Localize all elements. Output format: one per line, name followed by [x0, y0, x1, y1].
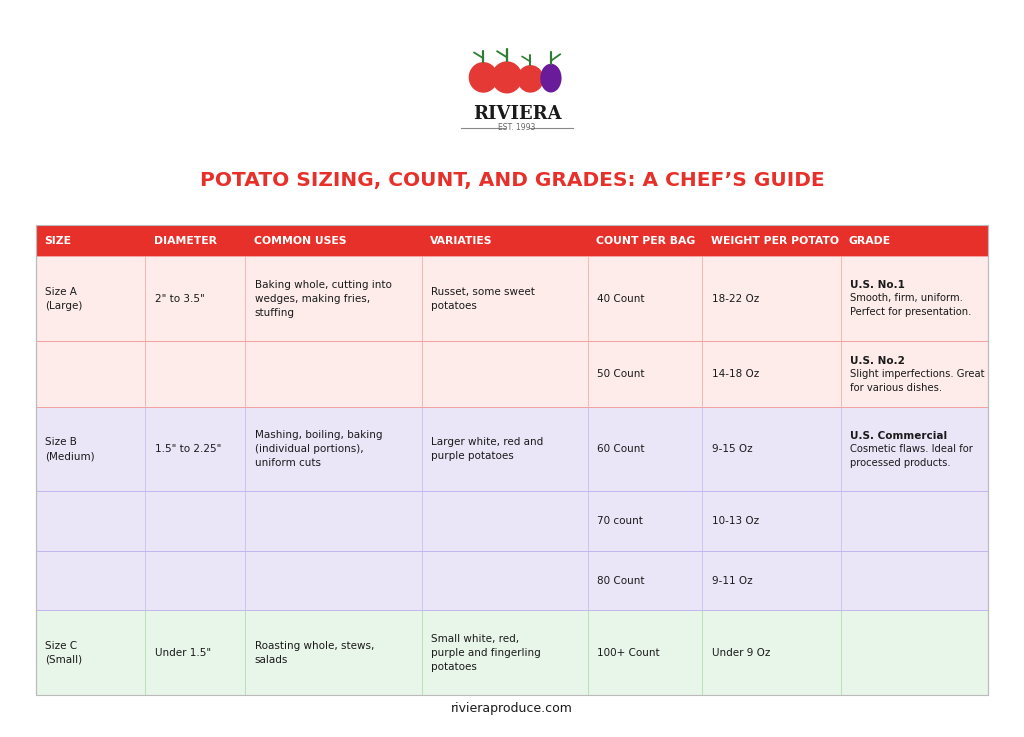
- Text: Under 1.5": Under 1.5": [155, 648, 211, 657]
- Bar: [36, 341, 988, 407]
- Text: U.S. Commercial: U.S. Commercial: [850, 431, 947, 441]
- Text: 60 Count: 60 Count: [597, 444, 645, 454]
- Text: GRADE: GRADE: [849, 236, 891, 245]
- Text: WEIGHT PER POTATO: WEIGHT PER POTATO: [711, 236, 839, 245]
- Text: COUNT PER BAG: COUNT PER BAG: [596, 236, 695, 245]
- Text: 9-15 Oz: 9-15 Oz: [712, 444, 753, 454]
- Text: 14-18 Oz: 14-18 Oz: [712, 369, 759, 379]
- Text: EST. 1993: EST. 1993: [499, 123, 536, 132]
- Text: U.S. No.1: U.S. No.1: [850, 281, 904, 290]
- Bar: [36, 610, 988, 695]
- Text: RIVIERA: RIVIERA: [473, 105, 561, 123]
- Text: 80 Count: 80 Count: [597, 576, 645, 586]
- Bar: [36, 407, 988, 492]
- Text: 2" to 3.5": 2" to 3.5": [155, 294, 205, 304]
- Text: 9-11 Oz: 9-11 Oz: [712, 576, 753, 586]
- Ellipse shape: [469, 62, 498, 93]
- Bar: [36, 551, 988, 610]
- Text: Smooth, firm, uniform.
Perfect for presentation.: Smooth, firm, uniform. Perfect for prese…: [850, 293, 971, 318]
- Text: 10-13 Oz: 10-13 Oz: [712, 516, 759, 526]
- Text: Slight imperfections. Great
for various dishes.: Slight imperfections. Great for various …: [850, 368, 984, 393]
- Text: rivieraproduce.com: rivieraproduce.com: [451, 702, 573, 716]
- Ellipse shape: [541, 64, 561, 92]
- Text: Size C
(Small): Size C (Small): [45, 640, 82, 665]
- Text: POTATO SIZING, COUNT, AND GRADES: A CHEF’S GUIDE: POTATO SIZING, COUNT, AND GRADES: A CHEF…: [200, 171, 824, 190]
- Text: DIAMETER: DIAMETER: [154, 236, 216, 245]
- Text: Small white, red,
purple and fingerling
potatoes: Small white, red, purple and fingerling …: [431, 634, 541, 671]
- Ellipse shape: [492, 61, 522, 94]
- Bar: [36, 492, 988, 551]
- Text: Russet, some sweet
potatoes: Russet, some sweet potatoes: [431, 287, 535, 311]
- Text: Size A
(Large): Size A (Large): [45, 287, 82, 311]
- Text: Cosmetic flaws. Ideal for
processed products.: Cosmetic flaws. Ideal for processed prod…: [850, 444, 973, 468]
- Text: Baking whole, cutting into
wedges, making fries,
stuffing: Baking whole, cutting into wedges, makin…: [255, 280, 391, 318]
- Text: Larger white, red and
purple potatoes: Larger white, red and purple potatoes: [431, 437, 543, 461]
- Text: 18-22 Oz: 18-22 Oz: [712, 294, 759, 304]
- Text: U.S. No.2: U.S. No.2: [850, 356, 904, 366]
- Text: VARIATIES: VARIATIES: [430, 236, 493, 245]
- Bar: [36, 225, 988, 695]
- Text: Under 9 Oz: Under 9 Oz: [712, 648, 770, 657]
- Text: 50 Count: 50 Count: [597, 369, 645, 379]
- Text: Size B
(Medium): Size B (Medium): [45, 437, 94, 461]
- Bar: [36, 256, 988, 341]
- Text: SIZE: SIZE: [44, 236, 71, 245]
- Ellipse shape: [517, 65, 544, 93]
- Text: Roasting whole, stews,
salads: Roasting whole, stews, salads: [255, 640, 374, 665]
- Text: COMMON USES: COMMON USES: [254, 236, 346, 245]
- Text: 100+ Count: 100+ Count: [597, 648, 660, 657]
- Text: 1.5" to 2.25": 1.5" to 2.25": [155, 444, 221, 454]
- Bar: [36, 225, 988, 256]
- Text: 40 Count: 40 Count: [597, 294, 645, 304]
- Text: 70 count: 70 count: [597, 516, 643, 526]
- Text: Mashing, boiling, baking
(individual portions),
uniform cuts: Mashing, boiling, baking (individual por…: [255, 430, 382, 468]
